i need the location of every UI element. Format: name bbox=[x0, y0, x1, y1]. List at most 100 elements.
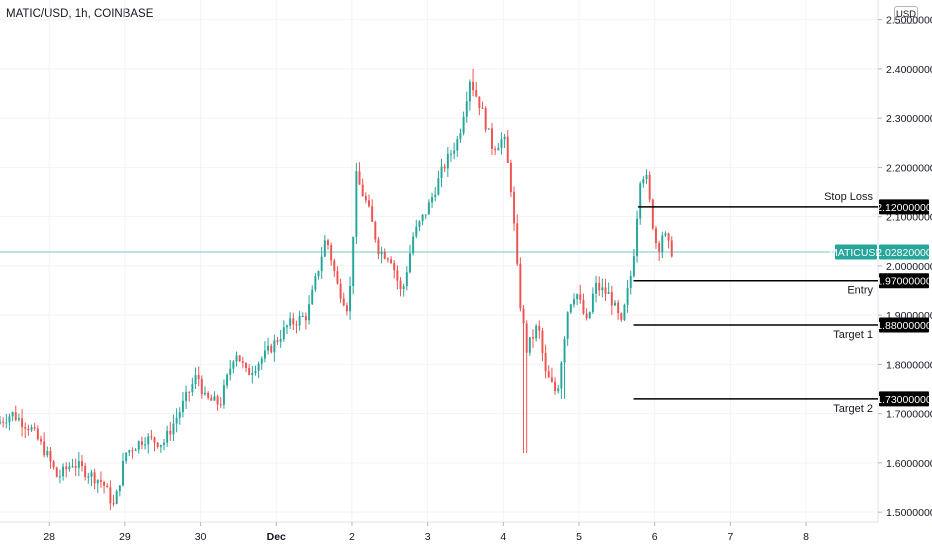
candle-down bbox=[541, 330, 544, 353]
y-tick-label: 1.80000000 bbox=[886, 359, 932, 371]
candle-up bbox=[566, 312, 569, 339]
candle-up bbox=[450, 153, 452, 155]
candle-up bbox=[569, 304, 572, 313]
candle-up bbox=[462, 116, 465, 134]
candle-down bbox=[547, 371, 550, 378]
candle-down bbox=[21, 418, 24, 428]
candle-down bbox=[522, 308, 525, 324]
symbol-label: MATICUSD bbox=[829, 247, 883, 259]
candle-up bbox=[427, 202, 430, 215]
candle-up bbox=[497, 147, 500, 151]
candle-down bbox=[295, 324, 298, 326]
price-axis-labels: 2.50000000 2.40000000 2.30000000 2.20000000… bbox=[878, 15, 932, 519]
candle-down bbox=[484, 108, 487, 130]
candle-up bbox=[626, 287, 629, 305]
level-price-badge bbox=[879, 273, 929, 289]
candle-down bbox=[342, 298, 345, 306]
candle-up bbox=[437, 178, 440, 195]
candle-up bbox=[664, 233, 667, 236]
candle-up bbox=[557, 388, 560, 392]
candle-down bbox=[241, 361, 244, 364]
candle-down bbox=[27, 428, 30, 431]
trade-levels: Stop Loss Entry Target 1 Target 2 bbox=[633, 191, 878, 415]
x-tick-label: Dec bbox=[267, 531, 286, 543]
candle-up bbox=[62, 466, 65, 477]
candle-down bbox=[93, 472, 96, 484]
candle-down bbox=[364, 196, 367, 201]
current-price-value: 2.02820000 bbox=[876, 247, 932, 259]
candle-down bbox=[519, 263, 522, 309]
currency-button[interactable]: USD bbox=[894, 6, 918, 24]
candle-down bbox=[475, 90, 478, 97]
candle-down bbox=[210, 397, 213, 401]
candle-down bbox=[396, 270, 399, 281]
candle-up bbox=[607, 292, 610, 294]
candle-up bbox=[311, 289, 314, 305]
candle-up bbox=[446, 153, 449, 169]
candle-up bbox=[134, 449, 137, 451]
candle-down bbox=[377, 239, 380, 255]
candle-down bbox=[65, 466, 68, 470]
candle-up bbox=[0, 421, 1, 424]
candle-up bbox=[380, 251, 383, 255]
candle-down bbox=[207, 392, 210, 398]
candle-up bbox=[459, 133, 462, 140]
candle-down bbox=[393, 263, 396, 271]
y-tick-label: 2.50000000 bbox=[886, 15, 932, 27]
y-tick-label: 2.00000000 bbox=[886, 261, 932, 273]
candle-up bbox=[421, 214, 424, 222]
candle-down bbox=[140, 441, 143, 446]
candle-up bbox=[87, 476, 90, 478]
candle-down bbox=[620, 313, 623, 320]
level-price-badge bbox=[879, 317, 929, 333]
candle-down bbox=[43, 441, 46, 456]
candle-up bbox=[263, 350, 266, 359]
candle-down bbox=[472, 81, 475, 91]
symbol-badge bbox=[835, 244, 877, 260]
candle-up bbox=[213, 396, 216, 401]
candle-down bbox=[153, 437, 156, 443]
candle-down bbox=[339, 283, 342, 299]
candle-up bbox=[563, 338, 566, 363]
candle-up bbox=[5, 422, 8, 424]
candle-up bbox=[645, 174, 648, 180]
candle-up bbox=[260, 358, 263, 364]
candle-down bbox=[390, 259, 393, 264]
candle-down bbox=[585, 313, 588, 319]
level-price-value: 1.97000000 bbox=[876, 276, 932, 288]
candle-down bbox=[383, 251, 386, 259]
candle-up bbox=[308, 304, 311, 321]
y-tick-label: 1.60000000 bbox=[886, 458, 932, 470]
candle-down bbox=[399, 280, 402, 289]
candle-down bbox=[610, 292, 613, 306]
x-tick-label: 28 bbox=[43, 531, 55, 543]
candle-up bbox=[576, 294, 579, 300]
candle-up bbox=[405, 272, 408, 287]
candle-up bbox=[440, 166, 443, 179]
candle-down bbox=[651, 199, 654, 229]
candle-up bbox=[453, 150, 456, 154]
candle-up bbox=[90, 472, 93, 477]
candle-up bbox=[301, 316, 304, 318]
candle-down bbox=[554, 381, 557, 392]
candle-down bbox=[538, 325, 541, 331]
candle-down bbox=[443, 166, 446, 169]
candle-up bbox=[595, 282, 598, 294]
candle-down bbox=[333, 260, 336, 272]
candle-up bbox=[629, 276, 632, 288]
candle-up bbox=[487, 128, 490, 130]
candle-up bbox=[58, 476, 61, 478]
candle-up bbox=[166, 430, 169, 443]
candle-down bbox=[33, 427, 36, 429]
candle-down bbox=[604, 287, 607, 294]
candle-up bbox=[573, 299, 575, 305]
candle-up bbox=[623, 304, 626, 320]
candle-up bbox=[11, 412, 14, 417]
candle-up bbox=[409, 253, 411, 273]
x-tick-label: 8 bbox=[803, 531, 809, 543]
candle-up bbox=[415, 226, 418, 237]
level-price-value: 2.12000000 bbox=[876, 202, 932, 214]
candle-down bbox=[276, 340, 279, 342]
candle-up bbox=[159, 444, 162, 447]
